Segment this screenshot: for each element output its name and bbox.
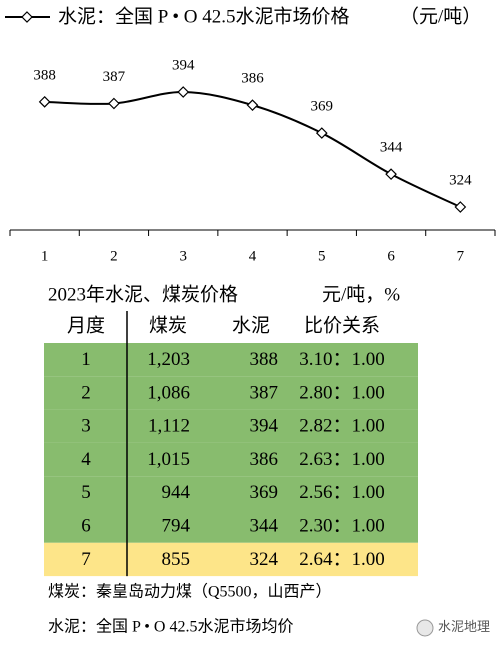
data-label: 387 [103,69,126,85]
point [454,201,467,213]
table-cell: 794 [162,516,191,537]
table-cell: 944 [162,482,191,503]
table-cell: 4 [81,449,91,470]
point [177,86,190,98]
table-cell: 3 [81,416,91,437]
table-row [44,376,418,410]
table-header: 水泥 [232,314,270,336]
note: 煤炭：秦皇岛动力煤（Q5500，山西产） [48,583,332,601]
table-cell: 324 [250,549,279,570]
table-cell: 1,086 [147,382,190,403]
table-row [44,409,418,443]
x-tick-label: 3 [179,248,187,264]
point [385,168,397,180]
data-label: 324 [449,172,472,188]
table-cell: 7 [81,549,91,570]
data-label: 388 [33,67,56,83]
table-cell: 388 [250,349,279,370]
x-tick-label: 1 [41,248,49,264]
point [246,99,259,111]
table-cell: 369 [250,482,279,503]
table-cell: 1,112 [148,416,190,437]
table-row [44,476,418,510]
x-tick-label: 6 [387,248,395,264]
table-cell: 1 [81,349,91,370]
legend-marker [21,11,33,23]
data-label: 369 [311,99,334,115]
table-row [44,509,418,543]
note: 水泥：全国 P • O 42.5水泥市场均价 [48,618,293,636]
table-cell: 2 [81,382,91,403]
table-cell: 344 [250,516,279,537]
table-cell: 2.63：1.00 [299,449,385,470]
x-tick-label: 5 [318,248,326,264]
table-cell: 386 [250,449,279,470]
watermark-icon [416,619,434,637]
table-cell: 1,015 [147,449,190,470]
table-cell: 2.82：1.00 [299,416,385,437]
table-header: 比价关系 [304,314,380,336]
x-tick-label: 7 [457,248,465,264]
table-title: 2023年水泥、煤炭价格 [48,283,238,305]
table-cell: 5 [81,482,91,503]
table-row [44,442,418,477]
table-cell: 855 [162,549,191,570]
table-cell: 3.10：1.00 [299,349,385,370]
watermark: 水泥地理 [438,619,490,634]
table-cell: 2.80：1.00 [299,382,385,403]
data-label: 344 [380,140,403,156]
table-cell: 394 [250,416,279,437]
table-row [44,542,418,577]
point [108,97,120,110]
table-unit: 元/吨，% [322,283,400,305]
table-row [44,343,418,377]
point [315,127,328,139]
data-label: 386 [241,71,264,87]
point [38,96,51,108]
table-cell: 2.56：1.00 [299,482,385,503]
data-label: 394 [172,57,195,73]
table: 月度 煤炭 水泥 比价关系 1 1,203 388 3.10：1.00 2 1,086 387 2.8… [44,311,418,577]
table-header: 煤炭 [149,314,187,336]
table-cell: 6 [81,516,91,537]
table-cell: 2.30：1.00 [299,516,385,537]
legend-label: 水泥：全国 P • O 42.5水泥市场价格 [58,5,350,27]
table-cell: 1,203 [147,349,190,370]
x-tick-label: 4 [249,248,257,264]
unit-note: （元/吨） [400,5,481,27]
table-cell: 2.64：1.00 [299,549,385,570]
table-header: 月度 [67,314,105,336]
x-tick-label: 2 [110,248,118,264]
table-cell: 387 [250,382,279,403]
